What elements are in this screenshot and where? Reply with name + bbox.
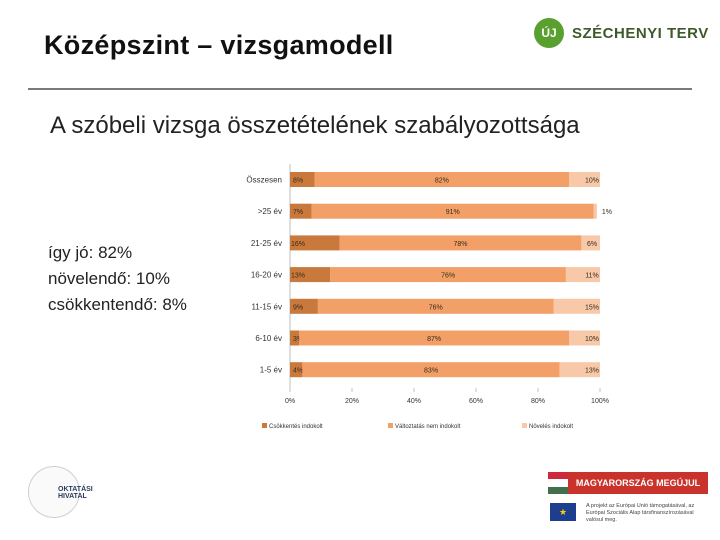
bar-segment: [290, 362, 303, 378]
stat-increase: növelendő: 10%: [48, 269, 170, 288]
data-label: 76%: [429, 304, 443, 311]
logo-text: SZÉCHENYI TERV: [572, 24, 709, 42]
legend-label: Csökkentés indokolt: [269, 424, 323, 430]
bar-segment: [299, 330, 569, 346]
x-tick-label: 60%: [469, 398, 483, 405]
title-divider: [28, 88, 692, 90]
magyarorszag-megujul-banner: MAGYARORSZÁG MEGÚJUL: [548, 472, 708, 494]
bar-segment: [311, 203, 594, 219]
data-label: 83%: [424, 368, 438, 375]
bar-segment: [290, 203, 312, 219]
bar-segment: [330, 267, 566, 283]
eu-flag-icon: ★: [550, 503, 576, 521]
category-label: 11-15 év: [251, 302, 282, 311]
stat-decrease: csökkentendő: 8%: [48, 295, 187, 314]
bar-segment: [314, 172, 569, 187]
legend-label: Változtatás nem indokolt: [395, 424, 461, 430]
oktatasi-hivatal-logo: OKTATÁSI HIVATAL: [28, 466, 93, 518]
x-tick-label: 20%: [345, 398, 359, 405]
eu-funding-note: A projekt az Európai Unió támogatásával,…: [586, 503, 695, 523]
data-label: 3%: [293, 336, 303, 343]
bar-segment: [290, 330, 300, 346]
summary-stats: így jó: 82% növelendő: 10% csökkentendő:…: [48, 240, 187, 318]
slide-subtitle: A szóbeli vizsga összetételének szabályo…: [50, 112, 580, 139]
data-label: 10%: [585, 336, 599, 343]
banner-text: MAGYARORSZÁG MEGÚJUL: [568, 472, 708, 494]
data-label: 9%: [293, 304, 303, 311]
hungarian-flag-icon: [548, 472, 568, 494]
category-label: 21-25 év: [251, 239, 282, 248]
bar-segment: [581, 235, 600, 251]
data-label: 15%: [585, 304, 599, 311]
x-tick-label: 0%: [285, 398, 295, 405]
data-label: 6%: [587, 241, 597, 248]
x-tick-label: 80%: [531, 398, 545, 405]
bar-segment: [290, 172, 315, 187]
page-title: Középszint – vizsgamodell: [44, 30, 394, 60]
bar-segment: [569, 330, 600, 346]
category-label: 6-10 év: [255, 334, 282, 343]
data-label: 87%: [427, 336, 441, 343]
bar-segment: [302, 362, 560, 378]
szechenyi-logo: ÚJ SZÉCHENYI TERV: [534, 18, 709, 48]
category-label: 16-20 év: [251, 271, 282, 280]
data-label: 82%: [435, 178, 449, 185]
data-label: 11%: [585, 273, 599, 280]
legend-swatch: [522, 423, 527, 428]
data-label: 16%: [291, 241, 305, 248]
office-emblem-icon: [28, 466, 80, 518]
data-label: 13%: [585, 368, 599, 375]
category-label: 1-5 év: [260, 366, 282, 375]
office-name: OKTATÁSI HIVATAL: [58, 486, 93, 500]
data-label: 1%: [602, 209, 612, 216]
stat-good: így jó: 82%: [48, 243, 133, 262]
bar-segment: [339, 235, 582, 251]
legend-label: Növelés indokolt: [529, 424, 573, 430]
bar-segment: [290, 298, 318, 314]
data-label: 13%: [291, 273, 305, 280]
data-label: 8%: [293, 178, 303, 185]
bar-segment: [290, 235, 340, 251]
data-label: 10%: [585, 178, 599, 185]
data-label: 4%: [293, 368, 303, 375]
szechenyi-mark-icon: ÚJ: [534, 18, 564, 48]
bar-segment: [553, 298, 600, 314]
x-tick-label: 100%: [591, 398, 609, 405]
data-label: 91%: [446, 209, 460, 216]
bar-segment: [317, 298, 554, 314]
category-label: Összesen: [246, 176, 282, 185]
data-label: 76%: [441, 273, 455, 280]
x-tick-label: 40%: [407, 398, 421, 405]
bar-segment: [569, 172, 600, 187]
legend-swatch: [262, 423, 267, 428]
data-label: 7%: [293, 209, 303, 216]
bar-segment: [559, 362, 600, 378]
bar-segment: [565, 267, 600, 283]
bar-segment: [290, 267, 331, 283]
data-label: 78%: [453, 241, 467, 248]
category-label: >25 év: [258, 207, 282, 216]
bar-segment: [593, 203, 597, 219]
legend-swatch: [388, 423, 393, 428]
